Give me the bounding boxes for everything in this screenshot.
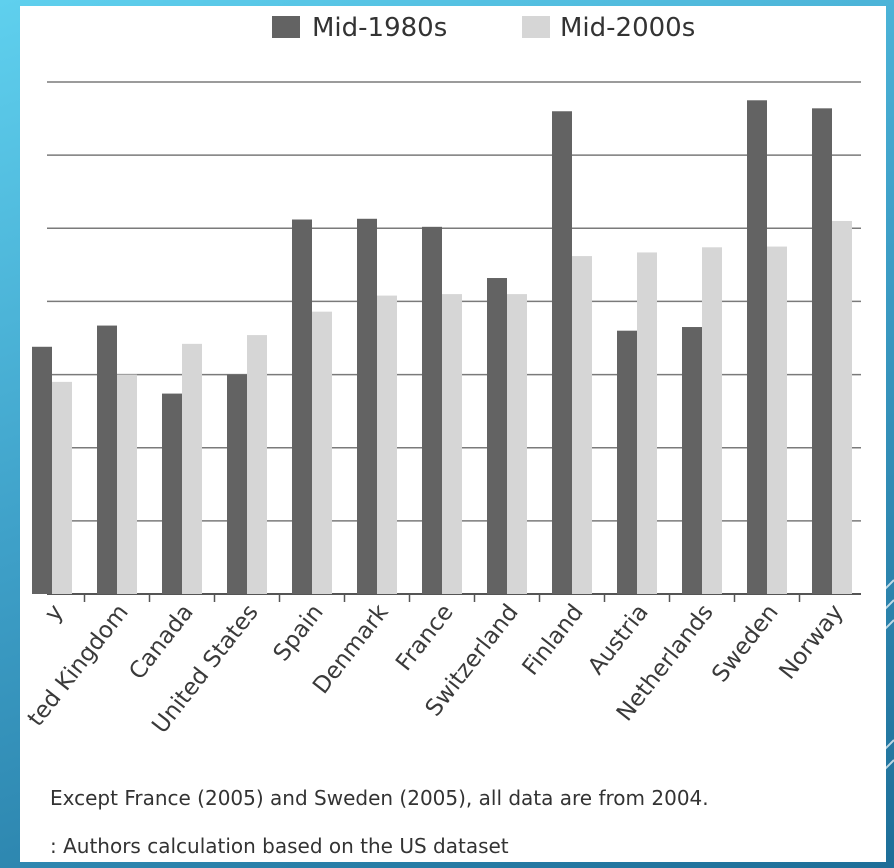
bar-mid-2000s: [247, 335, 267, 594]
bar-mid-1980s: [97, 325, 117, 594]
bar-mid-1980s: [227, 374, 247, 594]
bar-mid-2000s: [507, 294, 527, 594]
category-label: ted Kingdom: [23, 600, 134, 732]
bar-mid-1980s: [357, 218, 377, 594]
chart-footnote: Except France (2005) and Sweden (2005), …: [50, 786, 709, 810]
bar-mid-1980s: [747, 100, 767, 595]
chart-source-note: : Authors calculation based on the US da…: [50, 834, 509, 858]
bar-mid-1980s: [32, 346, 52, 594]
bar-mid-2000s: [52, 381, 72, 594]
category-label: Norway: [775, 600, 849, 685]
bar-mid-1980s: [292, 219, 312, 594]
bar-mid-2000s: [832, 220, 852, 594]
bar-mid-2000s: [377, 295, 397, 594]
bar-mid-1980s: [812, 108, 832, 595]
legend-swatch-mid-1980s: [272, 16, 300, 38]
bar-mid-1980s: [162, 393, 182, 594]
bar-mid-2000s: [117, 374, 137, 594]
bar-mid-2000s: [442, 294, 462, 594]
bar-mid-2000s: [637, 252, 657, 594]
category-label: France: [391, 600, 459, 676]
category-label: Finland: [518, 600, 589, 681]
bar-mid-1980s: [682, 327, 702, 594]
bar-mid-2000s: [702, 247, 722, 594]
bar-mid-1980s: [552, 111, 572, 594]
bar-mid-2000s: [312, 311, 332, 594]
category-label: Sweden: [707, 600, 783, 688]
bar-mid-1980s: [422, 226, 442, 594]
legend-swatch-mid-2000s: [522, 16, 550, 38]
bar-mid-1980s: [617, 330, 637, 594]
bar-mid-2000s: [767, 246, 787, 595]
bar-mid-2000s: [572, 256, 592, 594]
category-label: Spain: [269, 600, 329, 667]
legend-label-mid-1980s: Mid-1980s: [312, 13, 447, 43]
category-label: Austria: [583, 600, 654, 680]
bar-mid-1980s: [487, 278, 507, 594]
bar-mid-2000s: [182, 343, 202, 594]
chart-document: y ted Kingdom Canada United States Spain Denm…: [20, 6, 886, 862]
category-label: y: [40, 600, 69, 627]
legend-label-mid-2000s: Mid-2000s: [560, 13, 695, 43]
